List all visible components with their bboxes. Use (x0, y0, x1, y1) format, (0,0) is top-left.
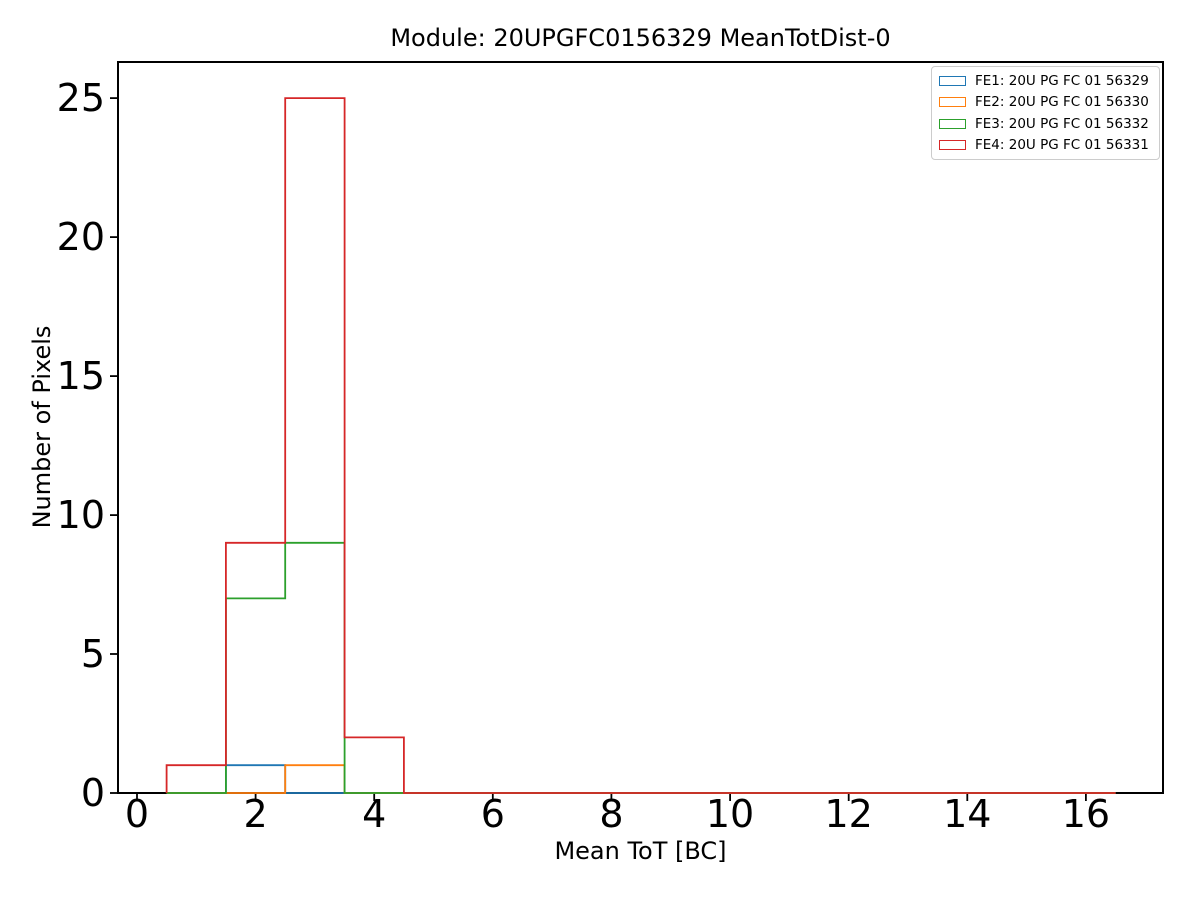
legend-item-FE4: FE4: 20U PG FC 01 56331 (939, 135, 1152, 155)
legend-swatch-FE4 (939, 140, 966, 151)
hist-step-FE2 (166, 764, 1116, 794)
legend-label-FE2: FE2: 20U PG FC 01 56330 (975, 94, 1149, 111)
y-tick-label: 15 (56, 354, 105, 399)
chart-title: Module: 20UPGFC0156329 MeanTotDist-0 (390, 24, 891, 52)
y-tick-label: 25 (56, 76, 105, 121)
legend: FE1: 20U PG FC 01 56329 FE2: 20U PG FC 01… (931, 66, 1160, 160)
hist-step-FE3 (166, 541, 1116, 794)
x-tick-label: 2 (243, 792, 268, 836)
legend-label-FE1: FE1: 20U PG FC 01 56329 (975, 72, 1149, 89)
y-tick-label: 10 (56, 493, 105, 538)
y-axis-label: Number of Pixels (28, 325, 56, 529)
legend-item-FE1: FE1: 20U PG FC 01 56329 (939, 71, 1152, 91)
legend-swatch-FE1 (939, 75, 966, 86)
x-tick-label: 14 (943, 792, 992, 836)
x-tick-label: 6 (480, 792, 505, 836)
x-tick-label: 12 (824, 792, 873, 836)
y-tick-label: 20 (56, 215, 105, 260)
legend-swatch-FE3 (939, 118, 966, 129)
hist-step-FE1 (166, 764, 1116, 794)
y-tick-label: 0 (80, 771, 105, 815)
x-tick-label: 16 (1061, 792, 1111, 836)
x-tick-label: 8 (599, 792, 624, 836)
x-tick-label: 0 (124, 792, 150, 836)
legend-item-FE3: FE3: 20U PG FC 01 56332 (939, 114, 1152, 134)
y-tick-label: 5 (80, 632, 105, 677)
legend-label-FE3: FE3: 20U PG FC 01 56332 (975, 115, 1149, 132)
x-tick-label: 10 (705, 792, 755, 836)
x-axis-label: Mean ToT [BC] (554, 837, 727, 865)
axes-frame (117, 61, 1164, 794)
legend-item-FE2: FE2: 20U PG FC 01 56330 (939, 92, 1152, 112)
hist-step-FE4 (165, 97, 1116, 794)
legend-label-FE4: FE4: 20U PG FC 01 56331 (975, 137, 1149, 154)
x-tick-label: 4 (362, 792, 387, 836)
legend-swatch-FE2 (939, 97, 966, 108)
